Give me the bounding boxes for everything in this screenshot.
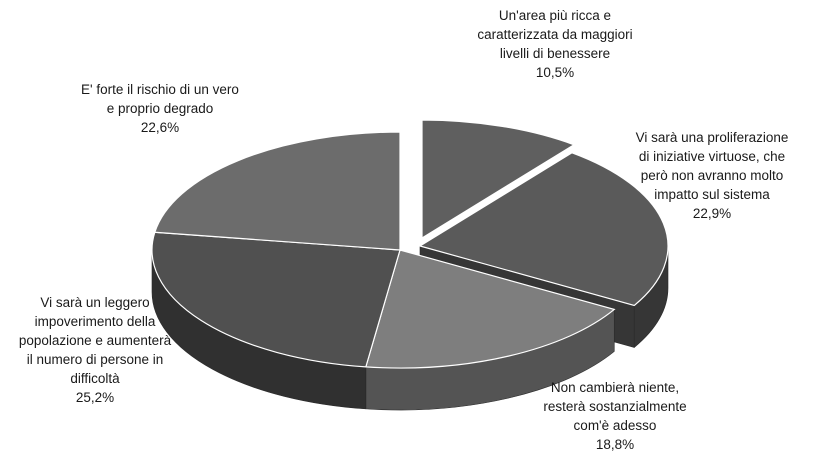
slice-label-line: di iniziative virtuose, che xyxy=(638,149,786,164)
pie-slice xyxy=(365,249,616,369)
slice-label: E' forte il rischio di un vero e proprio … xyxy=(81,80,239,137)
slice-percent: 18,8% xyxy=(595,437,635,452)
slice-label-line: il numero di persone in xyxy=(26,352,164,367)
slice-percent: 10,5% xyxy=(535,65,575,80)
slice-label-line: caratterizzata da maggiori xyxy=(477,27,633,42)
slice-label-line: Vi sarà una proliferazione xyxy=(635,130,789,145)
slice-label-line: e proprio degrado xyxy=(106,101,214,116)
slice-label-line: com'è adesso xyxy=(573,418,657,433)
pie-slice xyxy=(421,119,576,240)
pie-tops xyxy=(151,119,669,369)
slice-percent: 22,6% xyxy=(140,120,180,135)
slice-label: Vi sarà un leggero impoverimento della pop… xyxy=(19,293,171,407)
slice-label-line: livelli di benessere xyxy=(499,46,611,61)
slice-percent: 22,9% xyxy=(692,206,732,221)
slice-label-line: impoverimento della xyxy=(34,314,156,329)
slice-label-line: Vi sarà un leggero xyxy=(40,295,150,310)
pie-slice xyxy=(154,131,401,251)
pie-slice xyxy=(418,152,669,307)
slice-label-line: impatto sul sistema xyxy=(654,187,770,202)
slice-label: Non cambierà niente, resterà sostanzialme… xyxy=(543,378,686,454)
slice-label-line: però non avranno molto xyxy=(640,168,784,183)
slice-percent: 25,2% xyxy=(75,390,115,405)
slice-label: Vi sarà una proliferazione di iniziative … xyxy=(636,128,789,223)
slice-label-line: difficoltà xyxy=(70,371,120,386)
slice-label-line: Un'area più ricca e xyxy=(498,8,612,23)
slice-label-line: Non cambierà niente, xyxy=(550,380,680,395)
slice-label: Un'area più ricca e caratterizzata da mag… xyxy=(477,6,632,82)
slice-label-line: popolazione e aumenterà xyxy=(18,333,172,348)
slice-label-line: resterà sostanzialmente xyxy=(543,399,687,414)
pie-slice xyxy=(151,231,401,368)
slice-label-line: E' forte il rischio di un vero xyxy=(81,82,239,97)
